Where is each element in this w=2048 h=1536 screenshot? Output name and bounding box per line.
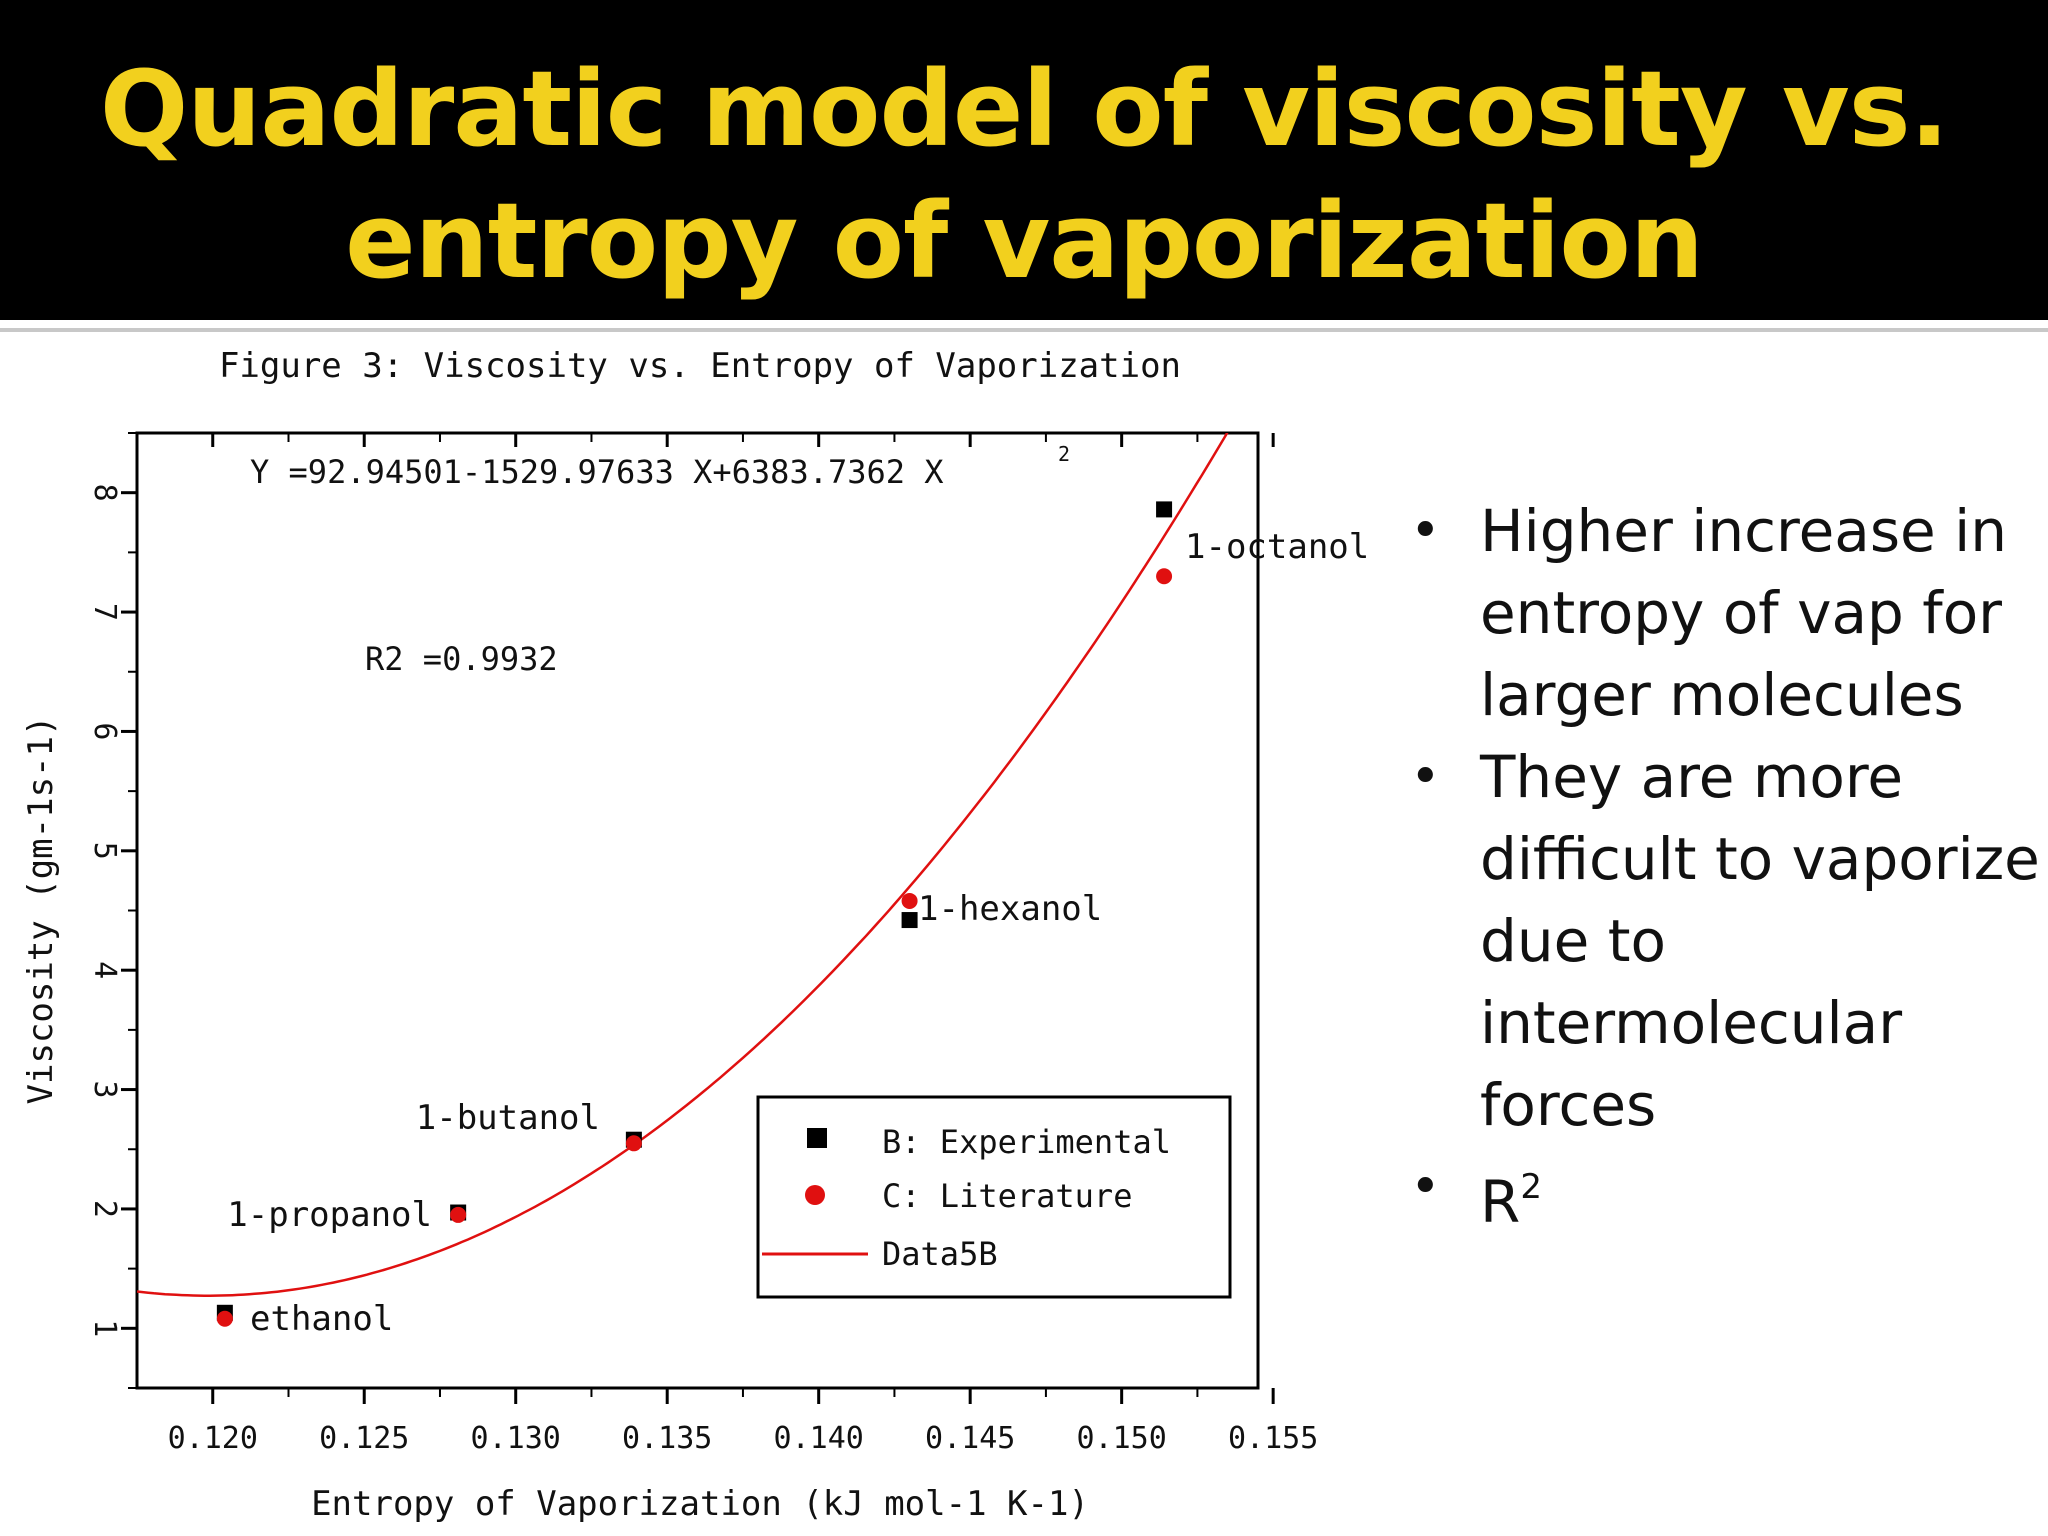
fit-curve <box>137 433 1229 1297</box>
point-label: 1-hexanol <box>918 889 1102 929</box>
legend-literature-marker <box>805 1185 825 1205</box>
bullet-superscript: 2 <box>1520 1167 1542 1207</box>
x-axis-label: Entropy of Vaporization (kJ mol-1 K-1) <box>311 1484 1089 1524</box>
slide-title-line-1: Quadratic model of viscosity vs. <box>99 48 1949 170</box>
legend-experimental-marker <box>807 1128 827 1148</box>
x-tick-label: 0.120 <box>168 1421 258 1456</box>
y-tick-label: 6 <box>87 722 122 740</box>
x-tick-label: 0.145 <box>925 1421 1015 1456</box>
y-tick-label: 5 <box>87 842 122 860</box>
point-label: 1-propanol <box>227 1195 432 1235</box>
literature-point <box>901 892 918 909</box>
r-squared-label: R2 =0.9932 <box>365 640 558 678</box>
legend-experimental-label: B: Experimental <box>882 1123 1171 1161</box>
y-tick-label: 3 <box>87 1081 122 1099</box>
y-tick-label: 2 <box>87 1200 122 1218</box>
point-label: ethanol <box>250 1299 393 1339</box>
y-tick-label: 1 <box>87 1319 122 1337</box>
bullet-item: They are more difficult to vaporize due … <box>1410 736 2040 1146</box>
bullet-item: R2 <box>1410 1146 2040 1243</box>
literature-point <box>450 1206 467 1223</box>
chart: Figure 3: Viscosity vs. Entropy of Vapor… <box>21 346 1369 1524</box>
legend-literature-label: C: Literature <box>882 1177 1132 1215</box>
fit-equation-exponent: 2 <box>1058 442 1070 466</box>
experimental-point <box>1156 501 1173 518</box>
y-axis-label: Viscosity (gm-1s-1) <box>21 716 61 1105</box>
bullet-text: They are more difficult to vaporize due … <box>1480 743 2040 1139</box>
bullet-item: Higher increase in entropy of vap for la… <box>1410 490 2040 736</box>
legend-box <box>756 1095 1232 1299</box>
y-tick-label: 7 <box>87 603 122 621</box>
slide-title-line-2: entropy of vaporization <box>345 180 1704 302</box>
x-tick-label: 0.140 <box>774 1421 864 1456</box>
title-separator <box>0 328 2048 332</box>
literature-point <box>625 1135 642 1152</box>
legend-fit-label: Data5B <box>882 1235 998 1273</box>
y-tick-label: 8 <box>87 484 122 502</box>
x-tick-label: 0.130 <box>471 1421 561 1456</box>
literature-point <box>1156 568 1173 585</box>
chart-title: Figure 3: Viscosity vs. Entropy of Vapor… <box>219 346 1181 386</box>
point-label: 1-octanol <box>1185 527 1369 567</box>
experimental-point <box>901 912 918 929</box>
x-tick-label: 0.155 <box>1228 1421 1318 1456</box>
literature-point <box>216 1310 233 1327</box>
y-tick-label: 4 <box>87 961 122 979</box>
title-bar: Quadratic model of viscosity vs. entropy… <box>0 0 2048 320</box>
bullet-list: Higher increase in entropy of vap for la… <box>1410 490 2040 1243</box>
x-tick-label: 0.135 <box>622 1421 712 1456</box>
bullet-text: Higher increase in entropy of vap for la… <box>1480 497 2008 729</box>
x-tick-label: 0.125 <box>319 1421 409 1456</box>
x-tick-label: 0.150 <box>1077 1421 1167 1456</box>
fit-equation: Y =92.94501-1529.97633 X+6383.7362 X <box>250 453 944 491</box>
bullet-text: R <box>1480 1168 1521 1236</box>
point-label: 1-butanol <box>416 1098 600 1138</box>
